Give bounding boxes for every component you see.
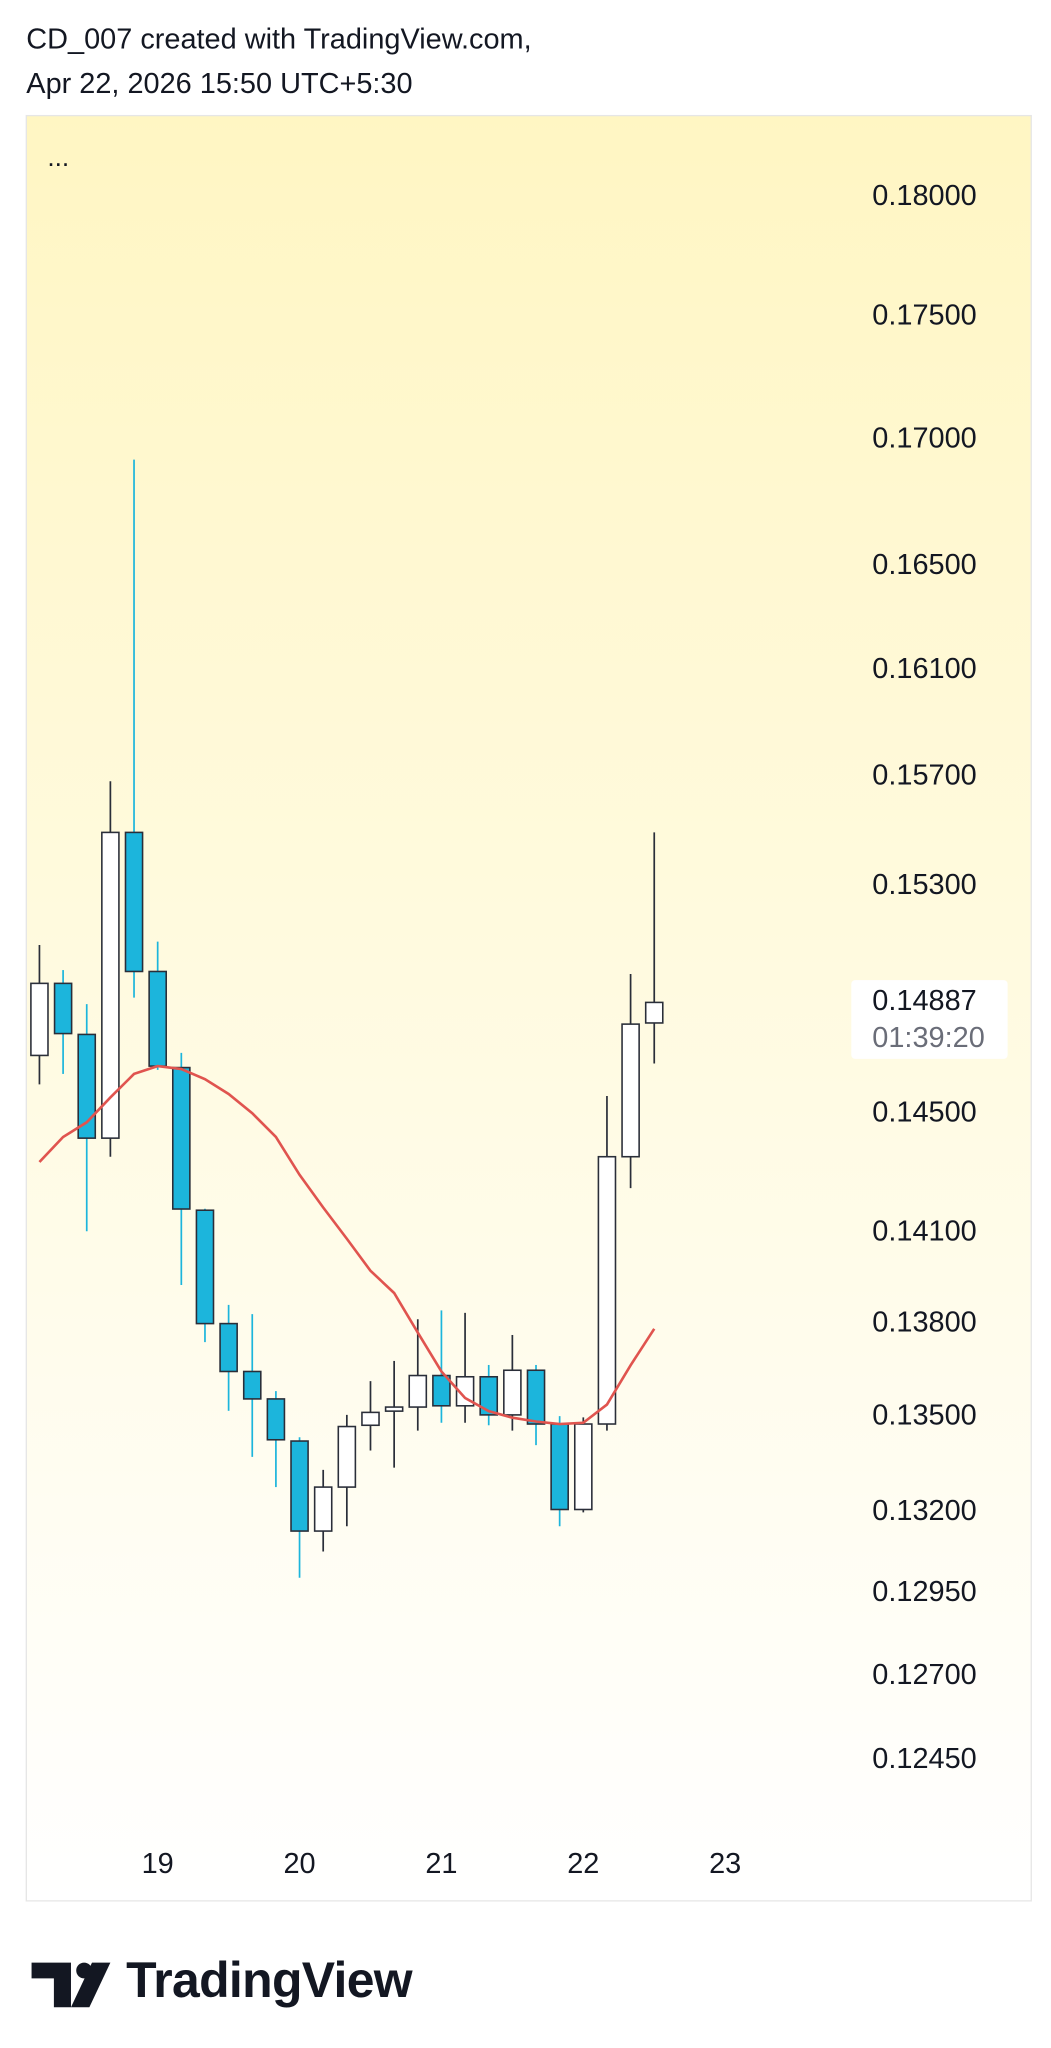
y-tick-label: 0.14500 (872, 1097, 976, 1129)
candle-body (597, 1155, 617, 1425)
x-tick-label: 20 (283, 1848, 315, 1880)
countdown-label: 01:39:20 (872, 1022, 984, 1054)
header-date: Apr 22, 2026 15:50 UTC+5:30 (26, 68, 412, 100)
candle-body (644, 1001, 664, 1024)
y-tick-label: 0.14100 (872, 1215, 976, 1247)
y-tick-label: 0.17000 (872, 422, 976, 454)
x-tick-label: 19 (142, 1848, 174, 1880)
candle-body (526, 1369, 546, 1425)
brand-logo (31, 1962, 111, 2008)
y-tick-label: 0.15300 (872, 869, 976, 901)
candle-body (30, 982, 49, 1057)
logo-shape (70, 1962, 111, 2008)
y-tick-label: 0.13200 (872, 1495, 976, 1527)
candle-body (408, 1374, 428, 1408)
x-tick-label: 23 (709, 1848, 741, 1880)
candle-body (313, 1486, 333, 1532)
moving-average (38, 1064, 656, 1426)
candle-body (77, 1033, 97, 1139)
last-price-label: 0.14887 (872, 985, 976, 1017)
candle-body (195, 1209, 215, 1325)
brand-name: TradingView (126, 1952, 413, 2008)
candle-body (503, 1369, 522, 1416)
y-tick-label: 0.18000 (872, 180, 976, 212)
candle-body (361, 1411, 380, 1427)
candle-body (337, 1425, 357, 1488)
candle-body (621, 1023, 640, 1158)
y-tick-label: 0.15700 (872, 760, 976, 792)
x-tick-label: 22 (567, 1848, 599, 1880)
candle-body (550, 1423, 569, 1511)
price-label-box (851, 980, 1008, 1059)
y-tick-label: 0.13500 (872, 1400, 976, 1432)
header-title: CD_007 created with TradingView.com, (26, 23, 531, 55)
candle-body (148, 970, 168, 1067)
candle-body (384, 1406, 404, 1412)
candle-body (290, 1440, 309, 1532)
candle-body (242, 1370, 262, 1400)
candle-body (101, 831, 120, 1139)
plot: 0.18000 0.17500 0.17000 0.16500 0.16100 0.157… (30, 180, 1008, 1880)
y-tick-label: 0.12700 (872, 1659, 976, 1691)
candle-body (266, 1398, 286, 1441)
logo-shape (31, 1962, 71, 2008)
candle-body (479, 1375, 499, 1416)
candle-body (124, 831, 144, 973)
y-tick-label: 0.12450 (872, 1743, 976, 1775)
x-tick-label: 21 (425, 1848, 457, 1880)
y-tick-label: 0.12950 (872, 1576, 976, 1608)
candle-body (171, 1066, 191, 1210)
candle-body (53, 982, 73, 1035)
y-tick-label: 0.17500 (872, 299, 976, 331)
y-tick-label: 0.16100 (872, 653, 976, 685)
candle-body (573, 1423, 593, 1511)
y-tick-label: 0.16500 (872, 549, 976, 581)
y-tick-label: 0.13800 (872, 1307, 976, 1339)
candle-body (455, 1375, 475, 1407)
candle-body (432, 1374, 451, 1407)
menu-dots[interactable]: ... (47, 142, 69, 172)
candle-body (219, 1322, 238, 1373)
